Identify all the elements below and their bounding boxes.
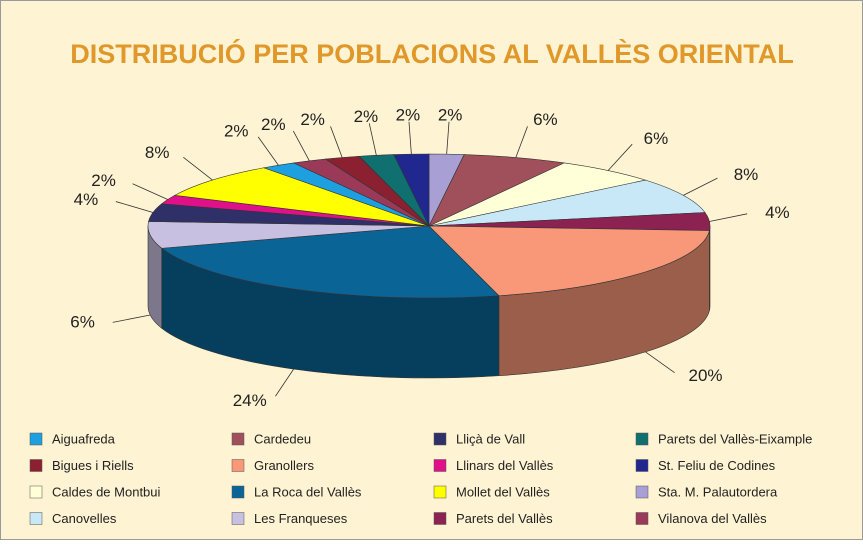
legend-label: Cardedeu xyxy=(254,431,311,446)
slice xyxy=(173,167,430,227)
legend-swatch xyxy=(231,432,245,446)
slice xyxy=(393,153,430,227)
leader-line xyxy=(292,130,310,162)
data-label: 24% xyxy=(233,391,267,410)
data-label: 8% xyxy=(734,165,759,184)
slice xyxy=(428,225,710,297)
legend-swatch xyxy=(231,512,245,525)
leader-line xyxy=(257,136,279,166)
legend-label: Canovelles xyxy=(52,511,117,526)
legend-swatch xyxy=(231,485,245,499)
legend-swatch xyxy=(29,485,43,499)
leader-line xyxy=(645,351,675,374)
legend-label: Granollers xyxy=(254,458,314,473)
legend-swatch xyxy=(635,459,649,472)
legend-label: St. Feliu de Codines xyxy=(658,458,776,473)
legend-label: Parets del Vallès xyxy=(456,511,553,526)
legend-label: Caldes de Montbui xyxy=(52,484,161,499)
leader-line xyxy=(683,177,718,196)
legend-label: Bigues i Riells xyxy=(52,458,134,473)
slice xyxy=(428,179,706,227)
leader-line xyxy=(330,126,343,158)
leader-line xyxy=(275,368,294,397)
data-label: 8% xyxy=(145,143,170,162)
legend-swatch xyxy=(231,459,245,472)
slice xyxy=(160,225,500,299)
leader-line xyxy=(446,121,450,155)
leader-line xyxy=(709,213,748,222)
data-label: 6% xyxy=(644,129,669,148)
leader-line xyxy=(408,121,412,155)
data-label: 2% xyxy=(261,115,286,134)
leader-line xyxy=(368,123,377,156)
data-label: 4% xyxy=(74,190,99,209)
legend-swatch xyxy=(433,432,447,446)
legend-swatch xyxy=(635,432,649,446)
leader-line xyxy=(607,143,633,171)
leader-line xyxy=(115,201,154,213)
legend-label: Sta. M. Palautordera xyxy=(658,484,778,499)
legend-swatch xyxy=(29,512,43,525)
legend-swatch xyxy=(433,459,447,472)
legend-label: Vilanova del Vallès xyxy=(658,511,767,526)
legend-swatch xyxy=(635,485,649,499)
legend-swatch xyxy=(29,459,43,472)
chart-title: DISTRIBUCIÓ PER POBLACIONS AL VALLÈS ORI… xyxy=(70,38,794,69)
data-label: 2% xyxy=(396,105,421,124)
leader-line xyxy=(515,126,528,158)
legend-swatch xyxy=(635,512,649,525)
legend-label: La Roca del Vallès xyxy=(254,484,362,499)
data-label: 2% xyxy=(300,110,325,129)
legend: Aiguafreda Bigues i Riells Caldes de Montb… xyxy=(29,431,812,526)
data-label: 20% xyxy=(688,366,722,385)
legend-swatch xyxy=(433,485,447,499)
legend-swatch xyxy=(29,432,43,446)
legend-label: Llinars del Vallès xyxy=(456,458,554,473)
data-label: 4% xyxy=(765,203,790,222)
pie-labels: 2% 6%6%8%4%20%24%6%4%2%8%2% 2% 2% 2% 2% xyxy=(70,105,789,410)
data-label: 6% xyxy=(70,313,95,332)
leader-line xyxy=(183,156,213,181)
legend-label: Lliçà de Vall xyxy=(456,431,525,446)
data-label: 6% xyxy=(533,110,558,129)
legend-label: Parets del Vallès-Eixample xyxy=(658,431,812,446)
legend-swatch xyxy=(433,512,447,525)
data-label: 2% xyxy=(91,171,116,190)
leader-line xyxy=(132,183,168,200)
leader-line xyxy=(112,314,151,323)
pie-tops xyxy=(147,153,711,299)
data-label: 2% xyxy=(438,105,463,124)
data-label: 2% xyxy=(224,121,249,140)
legend-label: Aiguafreda xyxy=(52,431,116,446)
legend-label: Les Franqueses xyxy=(254,511,348,526)
data-label: 2% xyxy=(354,107,379,126)
legend-label: Mollet del Vallès xyxy=(456,484,550,499)
